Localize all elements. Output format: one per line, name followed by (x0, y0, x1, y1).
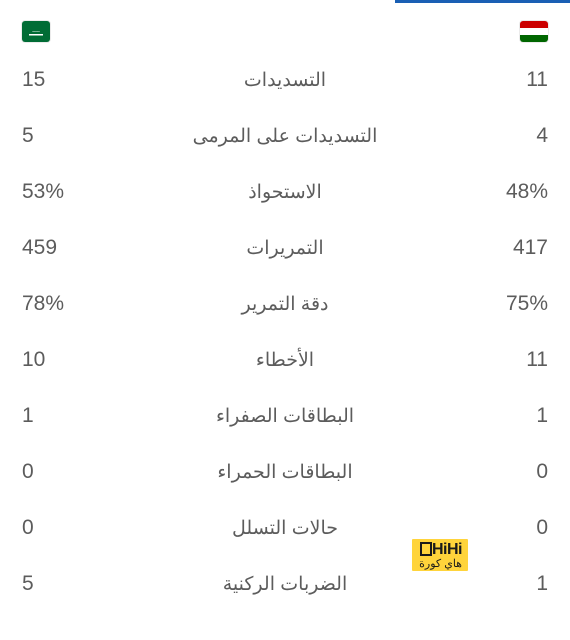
stat-label: التسديدات على المرمى (92, 125, 478, 148)
watermark-box-icon (420, 542, 432, 556)
stat-value-right: 75% (478, 292, 548, 316)
teams-header: ـــــ (0, 0, 570, 52)
stat-value-left: 459 (22, 236, 92, 260)
stat-row: 5التسديدات على المرمى4 (0, 108, 570, 164)
stat-value-right: 11 (478, 348, 548, 372)
stat-value-right: 1 (478, 572, 548, 596)
watermark-badge: HiHi هاي كورة (412, 539, 468, 571)
watermark-bottom-line: هاي كورة (418, 559, 462, 571)
stat-label: حالات التسلل (92, 517, 478, 540)
stat-row: 0حالات التسلل0 (0, 500, 570, 556)
stat-row: 0البطاقات الحمراء0 (0, 444, 570, 500)
stat-value-right: 11 (478, 68, 548, 92)
stat-value-left: 5 (22, 572, 92, 596)
stat-label: التمريرات (92, 237, 478, 260)
stat-row: 53%الاستحواذ48% (0, 164, 570, 220)
stat-value-left: 10 (22, 348, 92, 372)
stat-value-right: 1 (478, 404, 548, 428)
stat-label: التسديدات (92, 69, 478, 92)
team-left-flag: ـــــ (22, 21, 50, 42)
team-right-flag (520, 21, 548, 42)
stat-value-right: 0 (478, 516, 548, 540)
stat-value-left: 5 (22, 124, 92, 148)
stat-row: 78%دقة التمرير75% (0, 276, 570, 332)
stat-value-left: 78% (22, 292, 92, 316)
svg-text:ـــــ: ـــــ (31, 28, 40, 34)
stat-value-right: 417 (478, 236, 548, 260)
stat-label: الاستحواذ (92, 181, 478, 204)
stat-label: الضربات الركنية (92, 573, 478, 596)
watermark-top-line: HiHi (418, 542, 462, 559)
stat-value-right: 0 (478, 460, 548, 484)
stat-value-left: 0 (22, 516, 92, 540)
watermark-text: HiHi (432, 541, 462, 558)
tab-accent-bar (395, 0, 570, 3)
stat-value-left: 0 (22, 460, 92, 484)
stat-row: 1البطاقات الصفراء1 (0, 388, 570, 444)
stat-row: 459التمريرات417 (0, 220, 570, 276)
stats-table: 15التسديدات115التسديدات على المرمى453%ال… (0, 52, 570, 612)
stat-value-right: 4 (478, 124, 548, 148)
stat-row: 5الضربات الركنية1 (0, 556, 570, 612)
stat-label: البطاقات الحمراء (92, 461, 478, 484)
stat-label: الأخطاء (92, 349, 478, 372)
stat-label: دقة التمرير (92, 293, 478, 316)
stat-value-left: 53% (22, 180, 92, 204)
stat-row: 15التسديدات11 (0, 52, 570, 108)
stat-value-left: 15 (22, 68, 92, 92)
stat-value-right: 48% (478, 180, 548, 204)
stat-row: 10الأخطاء11 (0, 332, 570, 388)
stat-value-left: 1 (22, 404, 92, 428)
stat-label: البطاقات الصفراء (92, 405, 478, 428)
